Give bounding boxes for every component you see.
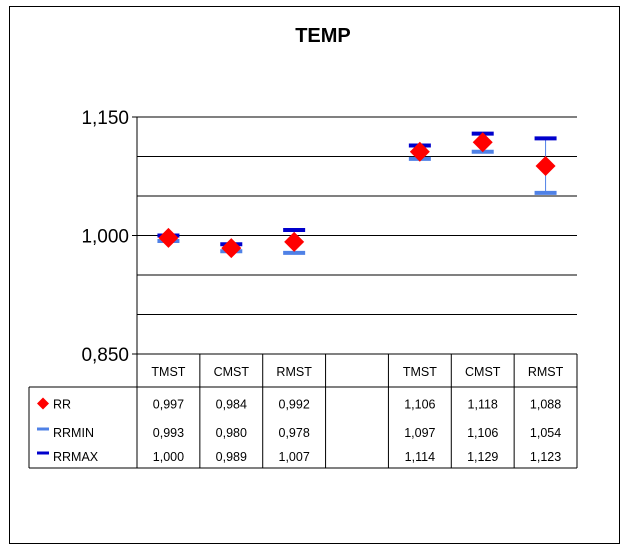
- legend-key-rr: [37, 397, 49, 410]
- gridlines: [137, 116, 577, 315]
- data-markers: [158, 132, 556, 259]
- table-cell-value: 1,106: [467, 426, 498, 440]
- category-label: RMST: [276, 365, 312, 379]
- table-cell-value: 1,118: [468, 398, 498, 412]
- table-cell-value: 1,007: [279, 450, 310, 464]
- y-tick-label: 1,000: [81, 227, 129, 248]
- table-cell-value: 1,097: [404, 426, 435, 440]
- rr-marker: [409, 141, 430, 162]
- y-axis: 1,150 1,000 0,850: [81, 108, 138, 366]
- table-cell-value: 1,106: [404, 398, 435, 412]
- rr-marker: [284, 231, 305, 252]
- table-cell-value: 1,054: [530, 426, 561, 440]
- table-cell-value: 0,997: [153, 398, 184, 412]
- legend-label: RR: [53, 398, 71, 412]
- chart-title: TEMP: [295, 25, 351, 47]
- rr-marker: [158, 227, 179, 248]
- y-tick-label: 1,150: [81, 108, 129, 129]
- table-cell-value: 1,114: [405, 450, 435, 464]
- legend-label: RRMAX: [53, 450, 99, 464]
- data-table: TMST CMST RMST TMST CMST RMST RR 0,997 0,984 0,99…: [28, 353, 578, 469]
- y-tick-label: 0,850: [81, 345, 129, 366]
- table-cell-value: 0,989: [216, 450, 247, 464]
- table-cell-value: 0,978: [279, 426, 310, 440]
- rr-marker: [535, 155, 556, 176]
- table-cell-value: 1,000: [153, 450, 184, 464]
- table-cell-value: 0,980: [216, 426, 247, 440]
- table-cell-value: 1,129: [467, 450, 498, 464]
- category-label: CMST: [465, 365, 501, 379]
- category-label: TMST: [403, 365, 437, 379]
- table-cell-value: 0,992: [279, 398, 310, 412]
- rr-marker: [221, 238, 242, 259]
- category-label: RMST: [528, 365, 564, 379]
- table-cell-value: 0,993: [153, 426, 184, 440]
- legend-label: RRMIN: [53, 426, 94, 440]
- category-label: TMST: [151, 365, 185, 379]
- table-cell-value: 1,123: [530, 450, 561, 464]
- category-label: CMST: [214, 365, 250, 379]
- table-cell-value: 1,088: [530, 398, 561, 412]
- table-cell-value: 0,984: [216, 398, 247, 412]
- error-bars: [157, 131, 557, 255]
- rr-marker: [472, 132, 493, 153]
